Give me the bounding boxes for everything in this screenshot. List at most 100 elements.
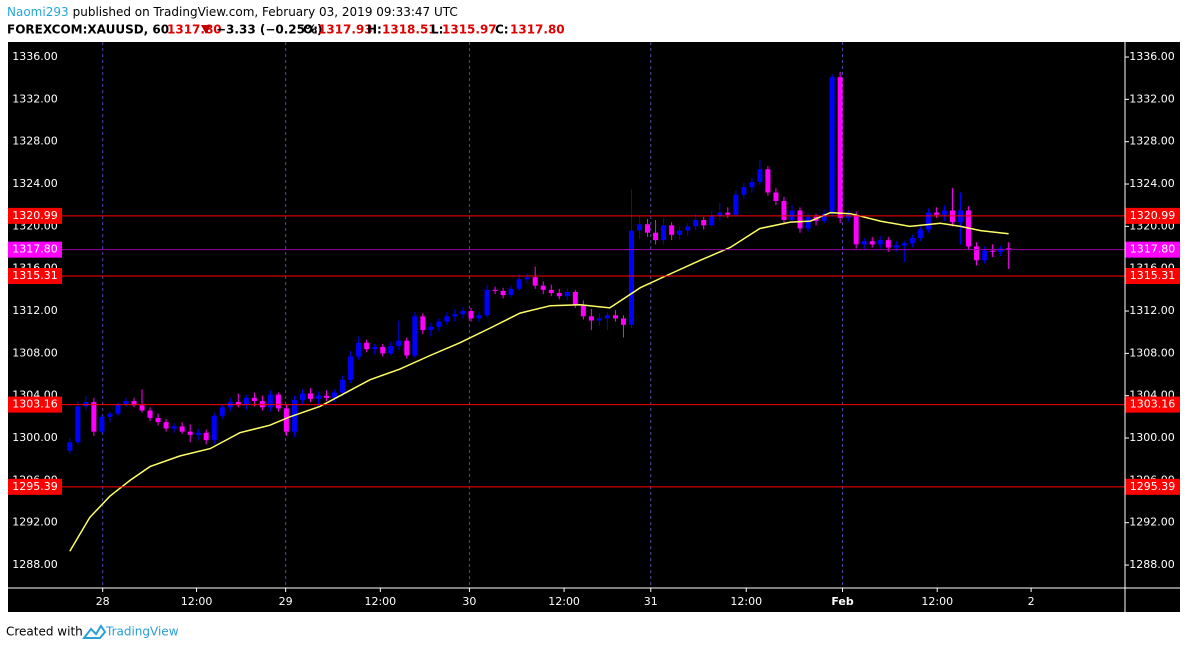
y-tick-label: 1328.00 bbox=[12, 135, 58, 148]
ohlc-value: 1317.93 bbox=[318, 23, 373, 37]
candle-body bbox=[524, 277, 530, 280]
level-label: 1320.99 bbox=[1130, 209, 1176, 222]
candle-body bbox=[693, 220, 699, 227]
y-tick-label: 1324.00 bbox=[12, 177, 58, 190]
candle-body bbox=[612, 315, 618, 319]
ohlc-value: 1315.97 bbox=[442, 23, 497, 37]
candle-body bbox=[380, 347, 386, 354]
x-tick-label: 12:00 bbox=[921, 595, 953, 608]
candle-body bbox=[75, 406, 81, 443]
x-tick-label: 2 bbox=[1028, 595, 1035, 608]
candle-body bbox=[251, 397, 257, 401]
candle-body bbox=[396, 340, 402, 346]
candle-body bbox=[516, 279, 522, 289]
level-label: 1295.39 bbox=[1130, 480, 1176, 493]
x-tick-label: 29 bbox=[279, 595, 293, 608]
candle-body bbox=[476, 315, 482, 319]
level-label: 1320.99 bbox=[12, 209, 58, 222]
x-tick-label: 28 bbox=[96, 595, 110, 608]
y-tick-label: 1312.00 bbox=[12, 304, 58, 317]
price-label: 1317.80 bbox=[12, 243, 58, 256]
y-tick-label: 1292.00 bbox=[12, 516, 58, 529]
down-triangle bbox=[201, 25, 211, 34]
y-tick-label: 1300.00 bbox=[12, 431, 58, 444]
candle-body bbox=[452, 314, 458, 317]
level-box bbox=[8, 478, 62, 495]
candle-body bbox=[171, 426, 177, 429]
candle-body bbox=[492, 289, 498, 291]
plot: 1288.001288.001292.001292.001296.001296.… bbox=[8, 42, 1180, 608]
candle-body bbox=[532, 277, 538, 286]
candle-body bbox=[131, 400, 137, 406]
candle-body bbox=[548, 289, 554, 294]
price-box bbox=[1125, 241, 1180, 258]
candle-body bbox=[749, 181, 755, 188]
candle-body bbox=[564, 291, 570, 297]
candle-body bbox=[219, 407, 225, 416]
x-tick-label: 12:00 bbox=[364, 595, 396, 608]
candle-body bbox=[332, 392, 338, 398]
level-label: 1315.31 bbox=[12, 269, 58, 282]
candle-body bbox=[444, 316, 450, 322]
candle-body bbox=[372, 347, 378, 350]
symbol: FOREXCOM:XAUUSD, 60 bbox=[7, 23, 169, 37]
x-tick-label: Feb bbox=[831, 595, 854, 608]
level-box bbox=[1125, 207, 1180, 224]
candle-body bbox=[235, 402, 241, 406]
footer-brand[interactable]: TradingView bbox=[105, 625, 179, 639]
y-tick-label: 1312.00 bbox=[1129, 304, 1175, 317]
price-label: 1317.80 bbox=[1130, 243, 1176, 256]
candle-body bbox=[348, 356, 354, 380]
candle-body bbox=[187, 431, 193, 435]
y-tick-label: 1308.00 bbox=[12, 346, 58, 359]
candle-body bbox=[1006, 248, 1012, 250]
candle-body bbox=[99, 416, 105, 432]
candle-body bbox=[869, 241, 875, 245]
candle-body bbox=[211, 415, 217, 441]
candle-body bbox=[709, 215, 715, 226]
candle-body bbox=[308, 393, 314, 399]
candle-body bbox=[428, 326, 434, 331]
y-tick-label: 1300.00 bbox=[1129, 431, 1175, 444]
candle-body bbox=[468, 311, 474, 319]
candle-body bbox=[596, 318, 602, 321]
y-tick-label: 1308.00 bbox=[1129, 346, 1175, 359]
header-line: Naomi293 published on TradingView.com, Fe… bbox=[7, 5, 458, 19]
ohlc-label: C: bbox=[495, 23, 509, 37]
candle-body bbox=[620, 318, 626, 325]
price-box bbox=[8, 241, 62, 258]
candle-body bbox=[115, 404, 121, 414]
candle-body bbox=[123, 400, 129, 405]
level-label: 1315.31 bbox=[1130, 269, 1176, 282]
y-tick-label: 1288.00 bbox=[1129, 558, 1175, 571]
candle-body bbox=[741, 187, 747, 195]
y-tick-label: 1336.00 bbox=[12, 50, 58, 63]
candle-body bbox=[861, 241, 867, 245]
candle-body bbox=[877, 240, 883, 245]
level-box bbox=[1125, 478, 1180, 495]
candle-body bbox=[155, 417, 161, 423]
candle-body bbox=[163, 422, 169, 429]
level-box bbox=[8, 207, 62, 224]
y-tick-label: 1336.00 bbox=[1129, 50, 1175, 63]
candle-body bbox=[324, 395, 330, 398]
candle-body bbox=[853, 214, 859, 245]
candle-body bbox=[925, 212, 931, 230]
ohlc-label: H: bbox=[367, 23, 382, 37]
y-tick-label: 1288.00 bbox=[12, 558, 58, 571]
x-tick-label: 12:00 bbox=[548, 595, 580, 608]
candle-body bbox=[974, 246, 980, 261]
candle-body bbox=[356, 342, 362, 357]
candle-body bbox=[669, 225, 675, 235]
candle-body bbox=[91, 402, 97, 432]
author[interactable]: Naomi293 bbox=[7, 5, 69, 19]
candle-body bbox=[203, 432, 209, 441]
candle-body bbox=[67, 442, 73, 451]
candle-body bbox=[404, 340, 410, 356]
candle-body bbox=[139, 405, 145, 411]
candle-body bbox=[508, 288, 514, 296]
candle-body bbox=[572, 291, 578, 305]
candle-body bbox=[717, 212, 723, 216]
candle-body bbox=[701, 220, 707, 226]
